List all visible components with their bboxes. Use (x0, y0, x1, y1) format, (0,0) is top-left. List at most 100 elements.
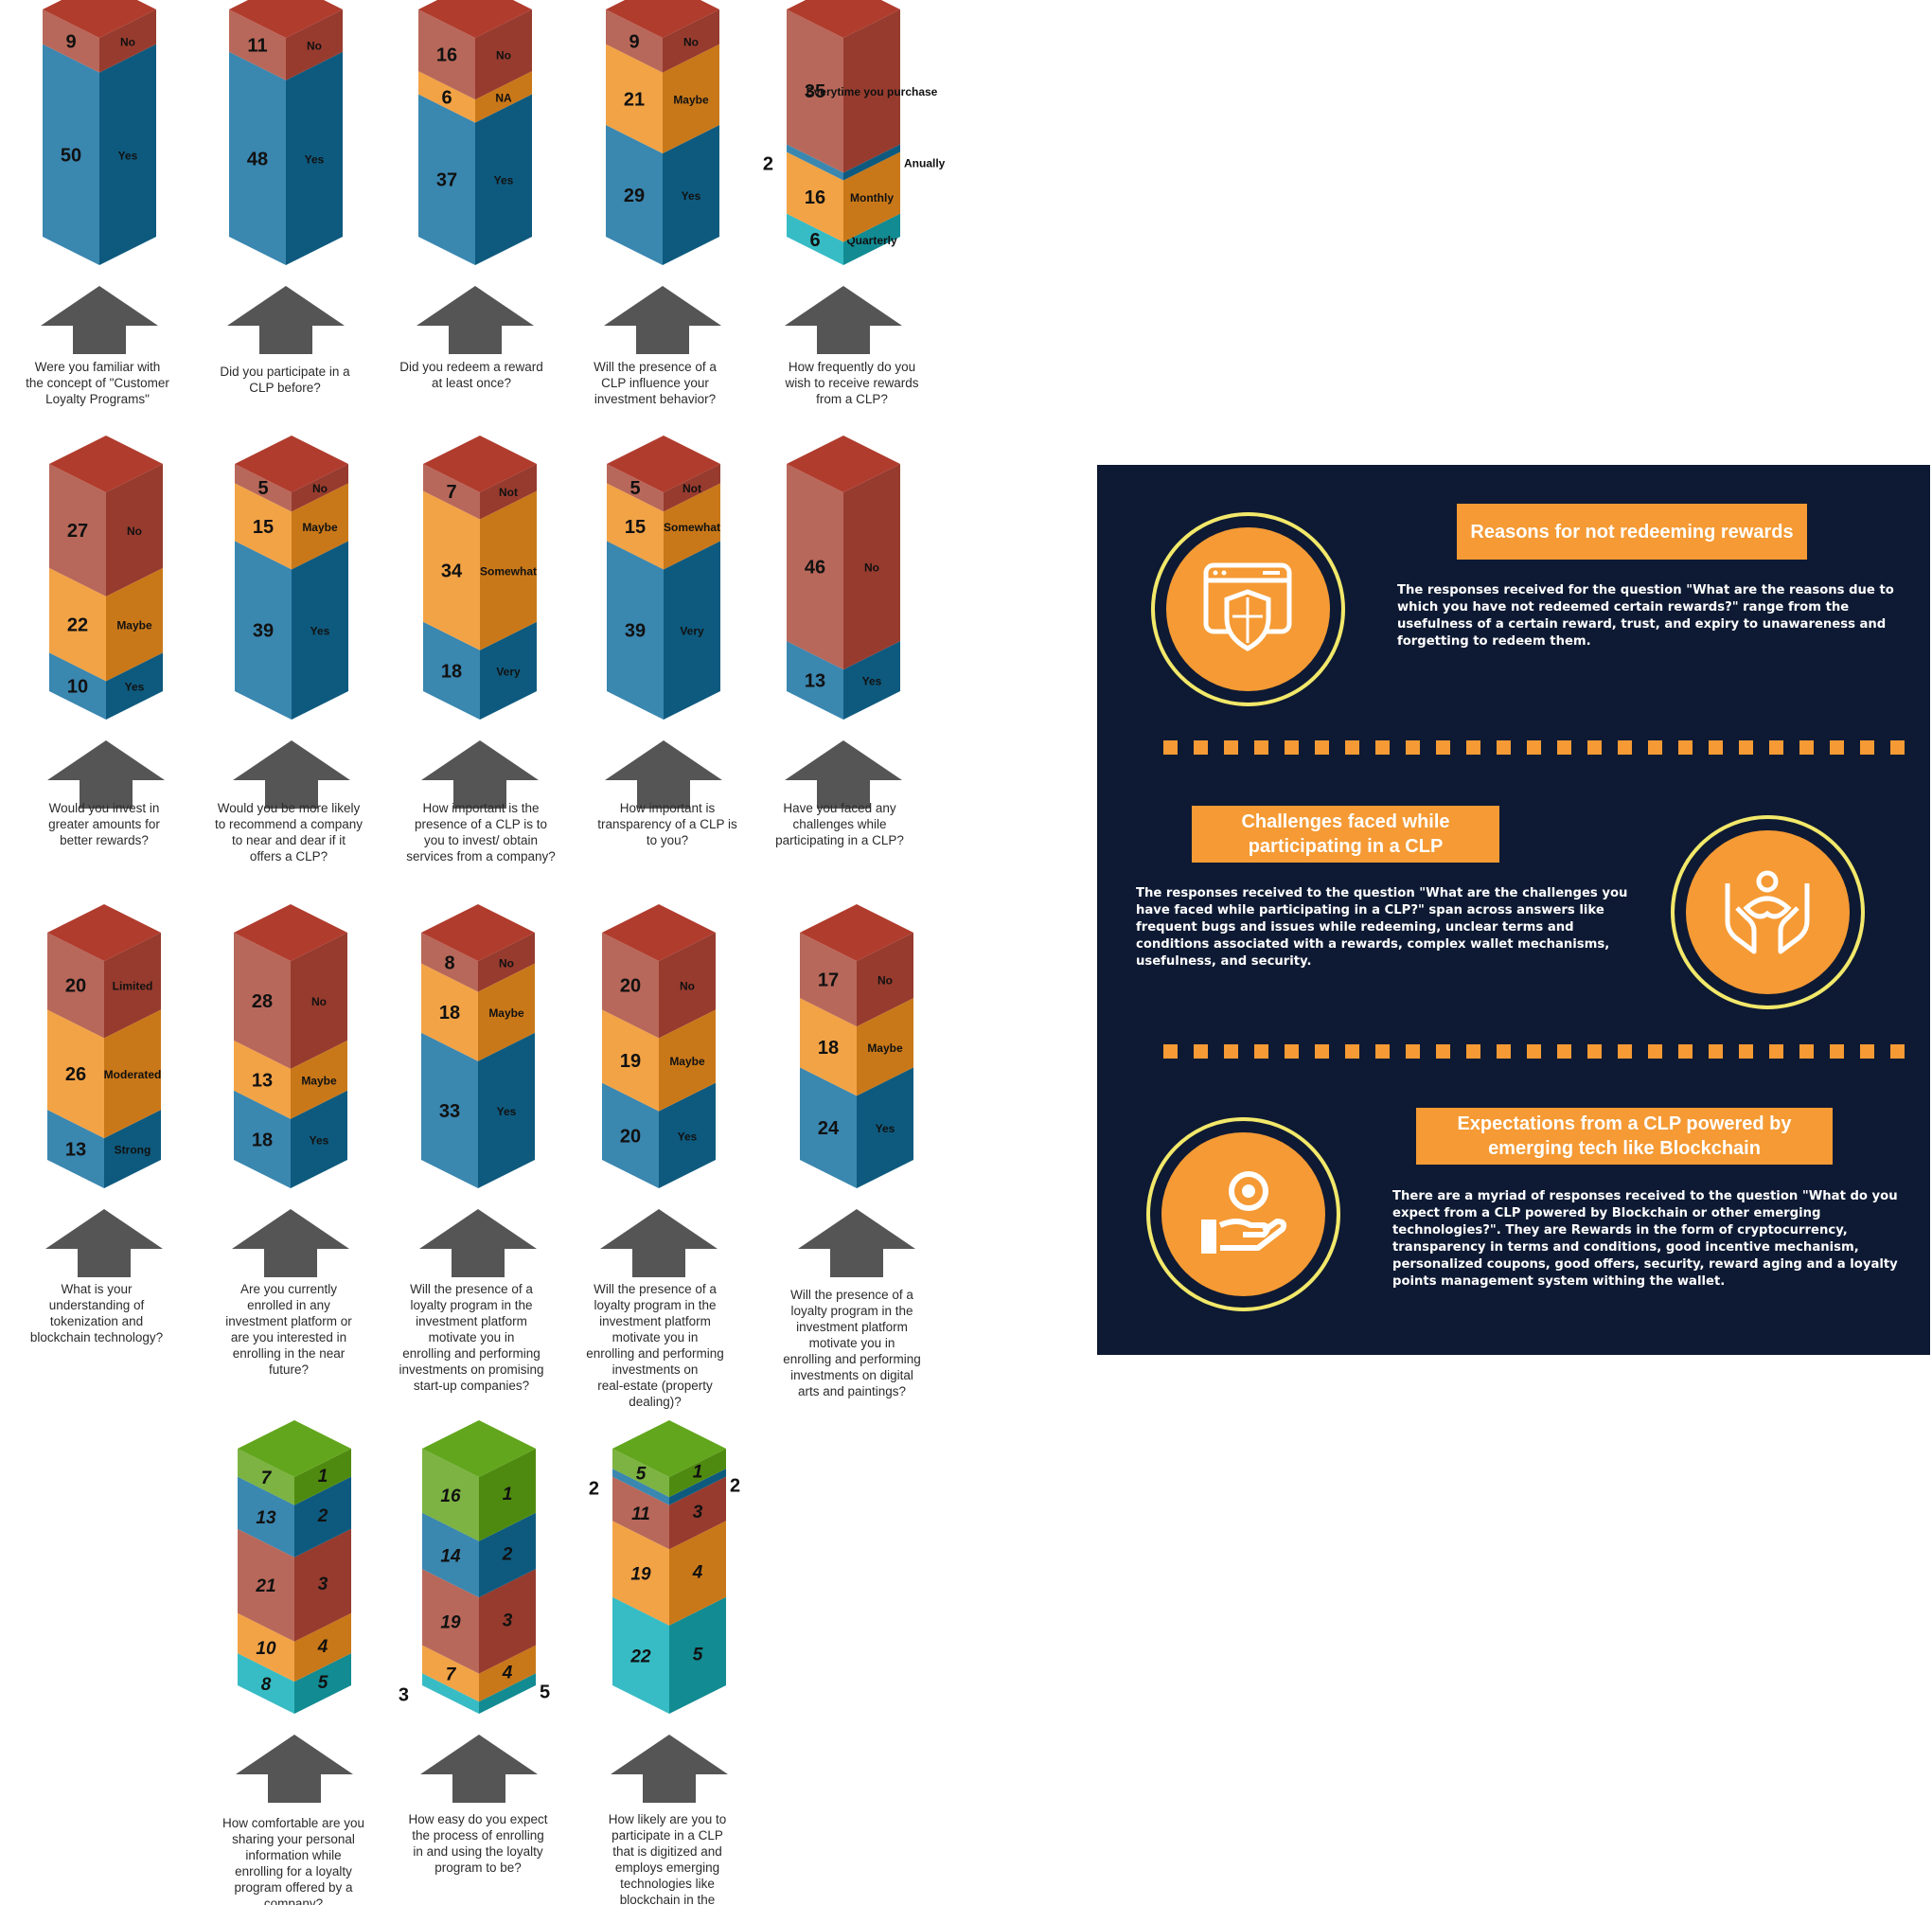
segment-right-face (857, 998, 913, 1096)
segment-right-face (843, 213, 900, 265)
segment-left-face (234, 1090, 291, 1188)
segment-left-face (606, 125, 663, 265)
segment-left-face (49, 652, 106, 720)
segment-label: Yes (678, 1130, 698, 1143)
hands-person-icon (1725, 870, 1810, 954)
up-arrow-icon (611, 1735, 728, 1803)
segment-right-face (663, 44, 719, 154)
column-top-face (787, 436, 900, 492)
segment-value: 11 (247, 35, 267, 56)
segment-right-face (291, 933, 347, 1069)
segment-right-face (294, 1528, 351, 1642)
segment-value: 19 (620, 1051, 641, 1072)
question-text: Did you redeem a reward at least once? (399, 360, 543, 390)
column-top-face (606, 0, 719, 38)
up-arrow-icon (233, 740, 350, 809)
segment-right-face (99, 9, 156, 73)
segment-label: 2 (317, 1506, 328, 1526)
segment-left-face (612, 1469, 669, 1505)
segment-label: Strong (115, 1144, 151, 1157)
segment-right-face (480, 490, 537, 650)
segment-right-face (663, 125, 719, 265)
segment-value: 39 (253, 621, 274, 642)
column-top-face (612, 1420, 726, 1477)
segment-right-face (659, 1009, 716, 1112)
segment-label: No (877, 974, 893, 988)
section-body-reasons: The responses received for the question … (1397, 583, 1894, 649)
segment-value: 19 (630, 1565, 651, 1585)
segment-value: 18 (439, 1003, 460, 1024)
segment-value: 20 (620, 1126, 641, 1147)
segment-left-face (422, 1569, 479, 1674)
segment-value: 18 (441, 661, 462, 682)
segment-left-face (234, 933, 291, 1069)
segment-value: 3 (399, 1685, 409, 1706)
column-top-face (423, 436, 537, 492)
column-top-face (787, 0, 900, 38)
segment-left-face (47, 933, 104, 1039)
stacked-column-11: 13 Strong 26 Moderated 20 Limited What is your… (30, 904, 163, 1344)
question-text: Would you invest in greater amounts for be… (48, 801, 160, 847)
segment-left-face (612, 1449, 669, 1498)
segment-label: Not (499, 486, 518, 499)
up-arrow-icon (600, 1209, 718, 1277)
segment-label: No (127, 525, 142, 538)
segment-label: Yes (876, 1122, 895, 1135)
segment-left-face (421, 1032, 478, 1188)
column-top-face (800, 904, 913, 961)
segment-left-face (418, 94, 475, 266)
segment-value: 24 (818, 1118, 840, 1139)
segment-value: 20 (65, 976, 86, 997)
segment-value: 10 (67, 677, 88, 698)
question-text: Will the presence of a loyalty program in… (783, 1288, 921, 1398)
segment-value: 8 (261, 1675, 272, 1695)
segment-right-face (843, 464, 900, 670)
segment-right-face (475, 71, 532, 123)
segment-right-face (104, 933, 161, 1039)
segment-right-face (294, 1612, 351, 1682)
segment-right-face (669, 1476, 726, 1550)
segment-value: 39 (625, 621, 646, 642)
segment-value: 14 (440, 1546, 461, 1566)
segment-left-face (418, 9, 475, 100)
segment-label: Yes (125, 681, 145, 694)
stacked-column-16: 8 5 10 4 21 3 13 2 7 1 How comfortable are you shar… (222, 1420, 364, 1905)
segment-right-face (479, 1673, 536, 1714)
segment-left-face (787, 9, 843, 173)
column-top-face (602, 904, 716, 961)
segment-value: 13 (65, 1140, 86, 1161)
stacked-column-9: 39 Very 15 Somewhat 5 Not How important is tran… (597, 436, 737, 847)
segment-value: 21 (624, 89, 645, 110)
segment-left-face (238, 1528, 294, 1642)
segment-value: 5 (636, 1465, 647, 1485)
section-body-expectations: There are a myriad of responses received… (1392, 1189, 1898, 1289)
question-text: Would you be more likely to recommend a c… (215, 801, 363, 863)
segment-label: No (312, 482, 328, 495)
segment-label: 3 (693, 1503, 703, 1522)
segment-left-face (787, 641, 843, 720)
segment-label: Maybe (488, 1006, 524, 1020)
up-arrow-icon (798, 1209, 915, 1277)
segment-value: 5 (629, 478, 640, 499)
segment-label: Maybe (867, 1042, 903, 1055)
segment-left-face (235, 483, 292, 570)
question-text: Have you faced any challenges while partic… (775, 801, 904, 847)
segment-label: Limited (113, 980, 153, 993)
segment-label: Yes (305, 152, 325, 166)
segment-right-face (843, 641, 900, 720)
column-top-face (607, 436, 720, 492)
segment-left-face (602, 1082, 659, 1188)
segment-left-face (787, 464, 843, 670)
segment-value: 34 (441, 561, 463, 582)
hand-coin-icon (1201, 1171, 1287, 1254)
segment-right-face (292, 483, 348, 570)
segment-label: Not (682, 482, 701, 495)
segment-right-face (106, 652, 163, 720)
segment-right-face (106, 464, 163, 596)
segment-right-face (479, 1569, 536, 1674)
segment-left-face (606, 44, 663, 154)
segment-value: 27 (67, 521, 88, 542)
segment-left-face (423, 490, 480, 650)
segment-right-face (664, 541, 720, 720)
segment-label: Moderated (104, 1068, 162, 1081)
